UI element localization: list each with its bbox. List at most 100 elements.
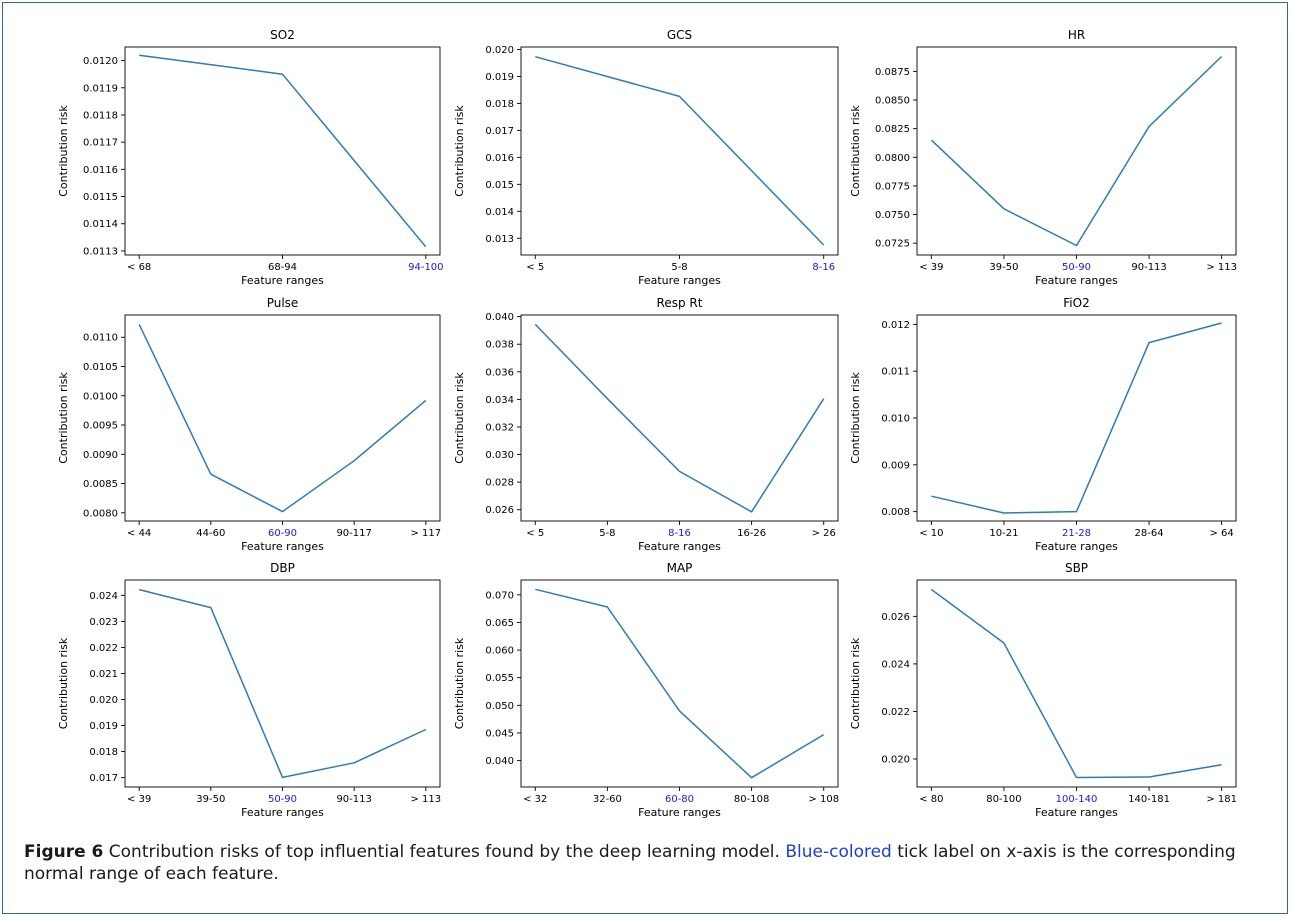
y-tick-label: 0.0725 <box>875 239 910 250</box>
y-axis-label: Contribution risk <box>849 105 862 197</box>
y-tick-label: 0.015 <box>485 180 514 191</box>
y-axis-label: Contribution risk <box>453 105 466 197</box>
x-tick-label: 8-16 <box>812 262 835 273</box>
y-tick-label: 0.060 <box>485 646 514 657</box>
x-tick-label: 5-8 <box>599 528 615 539</box>
x-tick-label: 90-113 <box>336 794 371 805</box>
chart-title: DBP <box>270 561 295 575</box>
plot-frame <box>124 579 441 788</box>
y-tick-label: 0.017 <box>89 773 118 784</box>
x-axis-label: Feature ranges <box>638 806 721 819</box>
caption-text-after: tick label on x-axis is the correspondin… <box>24 842 1236 884</box>
y-axis-label: Contribution risk <box>849 637 862 729</box>
y-tick-label: 0.020 <box>89 695 118 706</box>
chart-7: MAP 0.040 0.045 0.050 0.055 0.060 0.065 0.070 < … <box>453 561 839 819</box>
y-tick-label: 0.038 <box>485 340 514 351</box>
chart-6: DBP 0.017 0.018 0.019 0.020 0.021 0.022 0.023 0.… <box>57 561 441 819</box>
x-tick-label: 50-90 <box>268 794 297 805</box>
x-tick-label: 5-8 <box>671 262 687 273</box>
x-tick-label: > 117 <box>410 528 441 539</box>
x-tick-label: 100-140 <box>1056 794 1098 805</box>
chart-4: Resp Rt 0.026 0.028 0.030 0.032 0.034 0.036 0.0… <box>453 296 839 553</box>
x-tick-label: > 108 <box>808 794 839 805</box>
x-tick-label: 80-100 <box>986 794 1021 805</box>
x-tick-label: 8-16 <box>668 528 691 539</box>
figure-caption: Figure 6 Contribution risks of top influ… <box>24 841 1264 885</box>
series-line <box>930 588 1222 779</box>
x-tick-label: < 10 <box>919 528 943 539</box>
series-line <box>139 54 427 248</box>
y-tick-label: 0.0825 <box>875 124 910 135</box>
x-tick-label: 10-21 <box>989 528 1018 539</box>
y-tick-label: 0.0117 <box>83 138 118 149</box>
chart-title: FiO2 <box>1063 296 1089 310</box>
y-tick-label: 0.065 <box>485 618 514 629</box>
y-tick-label: 0.0875 <box>875 67 910 78</box>
plot-frame <box>520 579 839 788</box>
x-tick-label: 80-108 <box>734 794 769 805</box>
x-axis-label: Feature ranges <box>241 540 324 553</box>
chart-title: MAP <box>667 561 693 575</box>
plot-frame <box>520 46 839 256</box>
caption-highlight: Blue-colored <box>785 842 892 862</box>
y-tick-label: 0.0120 <box>83 56 118 67</box>
y-tick-label: 0.0775 <box>875 181 910 192</box>
y-tick-label: 0.021 <box>89 669 118 680</box>
y-tick-label: 0.019 <box>485 72 514 83</box>
y-tick-label: 0.024 <box>89 591 118 602</box>
x-tick-label: < 39 <box>919 262 943 273</box>
x-axis-label: Feature ranges <box>638 540 721 553</box>
x-tick-label: > 113 <box>410 794 441 805</box>
y-tick-label: 0.0095 <box>83 421 118 432</box>
x-tick-label: 90-113 <box>1131 262 1166 273</box>
series-line <box>535 55 825 246</box>
series-line <box>139 588 427 779</box>
chart-1: GCS 0.013 0.014 0.015 0.016 0.017 0.018 0.019 0.… <box>453 28 839 287</box>
x-tick-label: 32-60 <box>593 794 622 805</box>
x-tick-label: 90-117 <box>336 528 371 539</box>
chart-0: SO2 0.0113 0.0114 0.0115 0.0116 0.0117 0.0118 0… <box>57 28 444 287</box>
y-tick-label: 0.0114 <box>83 219 118 230</box>
chart-2: HR 0.0725 0.0750 0.0775 0.0800 0.0825 0.0850 0.… <box>849 28 1237 287</box>
x-tick-label: < 39 <box>127 794 151 805</box>
plot-frame <box>520 314 839 522</box>
x-tick-label: > 64 <box>1209 528 1233 539</box>
y-tick-label: 0.0113 <box>83 246 118 257</box>
caption-text-before: Contribution risks of top influential fe… <box>108 842 780 862</box>
plot-frame <box>916 579 1237 788</box>
y-tick-label: 0.040 <box>485 312 514 323</box>
y-tick-label: 0.0118 <box>83 110 118 121</box>
x-tick-label: < 44 <box>127 528 151 539</box>
x-tick-label: > 113 <box>1206 262 1237 273</box>
series-line <box>138 324 427 513</box>
x-tick-label: 60-90 <box>268 528 297 539</box>
x-tick-label: 68-94 <box>268 262 297 273</box>
y-tick-label: 0.014 <box>485 207 514 218</box>
chart-title: Resp Rt <box>657 296 703 310</box>
y-tick-label: 0.024 <box>881 659 910 670</box>
y-tick-label: 0.022 <box>89 643 118 654</box>
x-axis-label: Feature ranges <box>1035 806 1118 819</box>
x-tick-label: 60-80 <box>665 794 694 805</box>
caption-label: Figure 6 <box>24 842 104 862</box>
chart-title: SBP <box>1065 561 1088 575</box>
x-tick-label: 16-26 <box>737 528 766 539</box>
x-tick-label: > 26 <box>812 528 836 539</box>
y-axis-label: Contribution risk <box>453 372 466 464</box>
y-axis-label: Contribution risk <box>849 372 862 464</box>
chart-5: FiO2 0.008 0.009 0.010 0.011 0.012 < 10 10-21 21… <box>849 296 1237 553</box>
x-tick-label: < 5 <box>526 262 544 273</box>
x-axis-label: Feature ranges <box>638 274 721 287</box>
chart-title: Pulse <box>267 296 299 310</box>
chart-title: HR <box>1068 28 1085 42</box>
y-tick-label: 0.009 <box>881 460 910 471</box>
series-line <box>930 55 1223 247</box>
x-tick-label: 140-181 <box>1128 794 1170 805</box>
y-tick-label: 0.019 <box>89 721 118 732</box>
x-tick-label: < 80 <box>919 794 943 805</box>
x-axis-label: Feature ranges <box>1035 274 1118 287</box>
x-tick-label: 94-100 <box>408 262 443 273</box>
y-tick-label: 0.050 <box>485 701 514 712</box>
x-tick-label: 50-90 <box>1062 262 1091 273</box>
